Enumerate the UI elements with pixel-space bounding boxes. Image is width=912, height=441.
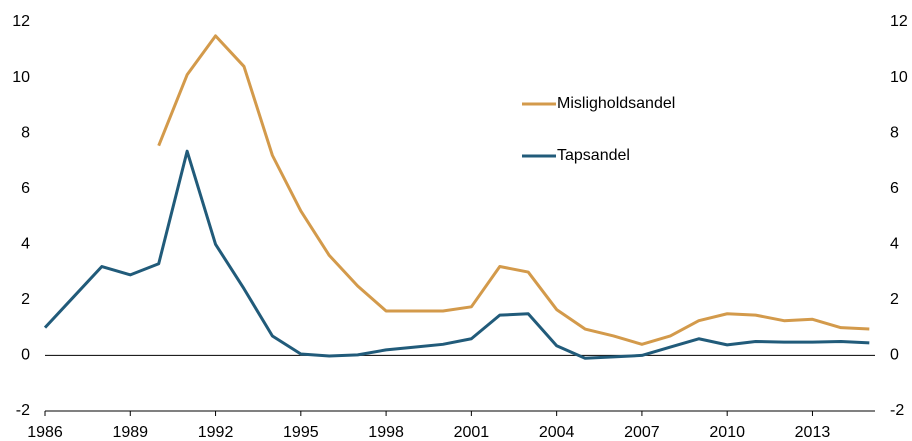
series-line (43, 149, 870, 360)
y-tick-label: 0 (21, 347, 30, 364)
y-tick-label: -2 (16, 402, 30, 419)
x-tick-label: 1992 (198, 424, 234, 441)
x-tick-label: 2004 (539, 424, 575, 441)
y2-tick-label: 10 (890, 69, 908, 86)
x-tick-label: 2013 (795, 424, 831, 441)
x-tick-label: 1995 (283, 424, 319, 441)
legend-label: Tapsandel (557, 147, 630, 164)
legend-label: Misligholdsandel (557, 95, 675, 112)
y2-tick-label: -2 (890, 402, 904, 419)
y2-tick-label: 8 (890, 124, 899, 141)
x-tick-label: 2010 (709, 424, 745, 441)
y-tick-label: 10 (12, 69, 30, 86)
y-tick-label: 6 (21, 180, 30, 197)
x-tick-label: 2001 (454, 424, 490, 441)
y2-tick-label: 0 (890, 347, 899, 364)
x-tick-label: 1986 (27, 424, 63, 441)
y2-tick-label: 2 (890, 291, 899, 308)
y-tick-label: 2 (21, 291, 30, 308)
y2-tick-label: 4 (890, 236, 899, 253)
x-tick-label: 2007 (624, 424, 660, 441)
series-line (157, 34, 870, 346)
y-tick-label: 4 (21, 236, 30, 253)
y2-tick-label: 6 (890, 180, 899, 197)
y2-tick-label: 12 (890, 13, 908, 30)
x-tick-label: 1998 (368, 424, 404, 441)
y-tick-label: 12 (12, 13, 30, 30)
y-tick-label: 8 (21, 124, 30, 141)
x-tick-label: 1989 (112, 424, 148, 441)
